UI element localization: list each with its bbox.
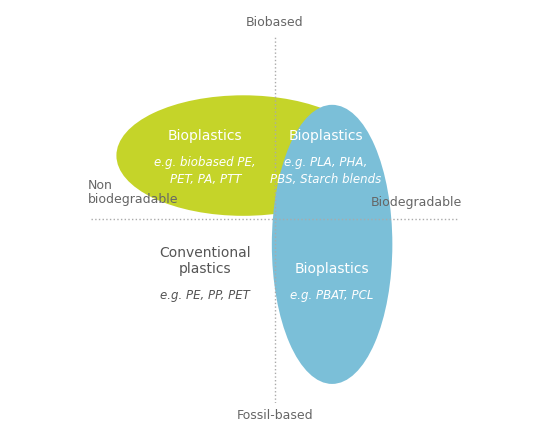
Text: Biodegradable: Biodegradable [371, 197, 462, 209]
Text: e.g. PBAT, PCL: e.g. PBAT, PCL [290, 289, 374, 302]
Text: e.g. PE, PP, PET: e.g. PE, PP, PET [161, 289, 250, 302]
Ellipse shape [117, 95, 370, 216]
Text: Bioplastics: Bioplastics [295, 262, 370, 276]
Text: Bioplastics: Bioplastics [168, 129, 243, 143]
Text: Conventional
plastics: Conventional plastics [160, 246, 251, 276]
Ellipse shape [272, 105, 392, 384]
Text: e.g. biobased PE,
PET, PA, PTT: e.g. biobased PE, PET, PA, PTT [155, 155, 256, 186]
Text: Fossil-based: Fossil-based [236, 409, 314, 422]
Text: Bioplastics: Bioplastics [288, 129, 363, 143]
Text: e.g. PLA, PHA,
PBS, Starch blends: e.g. PLA, PHA, PBS, Starch blends [270, 155, 381, 186]
Text: Non
biodegradable: Non biodegradable [88, 179, 178, 206]
Text: Biobased: Biobased [246, 16, 304, 29]
